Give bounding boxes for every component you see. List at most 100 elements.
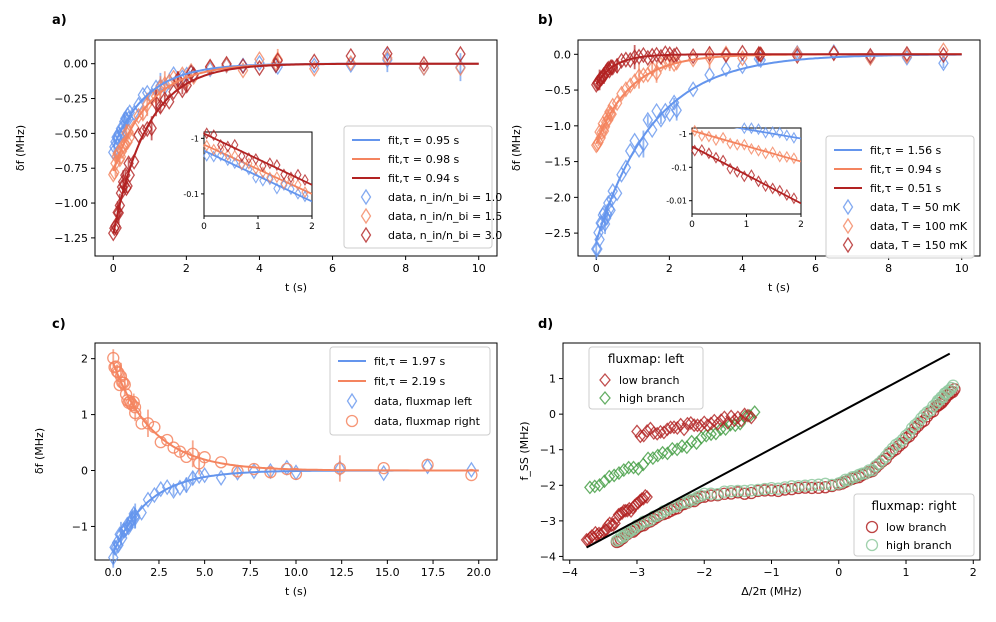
panel-d-high-right-marker [893,436,906,450]
panel-b-inset-data-marker [776,150,784,163]
panel-a-ylabel: δf (MHz) [14,125,27,171]
panel-b-inset-data-marker [769,146,777,159]
panel-d-high-left-marker [671,442,683,457]
panel-d-low-left-marker [635,492,648,507]
panel-d-high-left-marker [588,479,601,494]
panel-c-data-marker [422,458,433,475]
panel-d-high-left-marker [642,451,654,466]
panel-d-reference-line [586,352,951,549]
panel-a-data-marker [272,52,283,69]
panel-b-data-marker [606,105,617,123]
panel-b-xtick-label: 4 [739,262,746,275]
panel-c-data-marker [110,539,122,557]
panel-b-inset-xtick-label: 0 [689,220,695,230]
panel-b-inset-data-marker [783,188,791,202]
panel-d-low-right-marker [745,486,758,500]
panel-b-xtick-label: 0 [593,262,600,275]
panel-b-data-marker [620,51,632,68]
panel-d-legend-left-high-label: high branch [619,392,685,405]
panel-d-high-left-marker [680,440,693,455]
panel-d-high-left-marker [632,461,645,476]
panel-c-data-marker [161,433,174,447]
panel-d-high-right-marker [711,488,724,501]
panel-d-xtick-label: 2 [970,566,977,579]
panel-c-data-marker [149,486,160,504]
panel-a-inset-data-marker [301,173,309,186]
panel-c-data-marker [161,478,173,496]
panel-b-inset-data-marker [705,130,713,143]
panel-b-data-marker [938,55,949,72]
panel-b-inset-xtick-label: 2 [798,220,804,230]
panel-d-high-right-marker [876,453,889,467]
panel-a-data-marker [181,77,193,94]
panel-b-inset-data-marker [754,175,763,188]
panel-d-low-left-marker [745,410,758,425]
panel-label-d: d) [538,317,553,332]
panel-d-high-left-marker [690,436,703,451]
panel-c-data-marker [215,469,227,486]
panel-a-inset-data-marker [273,158,281,172]
panel-b-inset-data-marker [790,192,798,205]
panel-a-data-marker [141,120,153,138]
panel-d-low-left-marker [678,422,690,437]
panel-a-inset-data-marker [224,148,232,162]
panel-d-low-left-marker [639,488,652,503]
panel-b-ytick-label: −1.0 [544,120,571,133]
panel-a-data-marker [204,61,216,78]
panel-d-high-left-marker [651,448,664,463]
panel-b-data-marker [671,46,682,63]
panel-d-ytick-label: −4 [540,550,556,563]
panel-b-data-marker [720,45,732,62]
panel-d-xtick-label: −1 [763,566,779,579]
panel-d-low-left-marker [738,407,751,422]
panel-b-data-marker [704,45,715,63]
panel-c-xtick-label: 15.0 [375,566,400,579]
panel-d-ytick-label: 0 [549,408,556,421]
panel-a-legend-entry: fit,τ = 0.98 s [388,153,460,166]
panel-d-low-left-marker [721,415,734,430]
panel-c-data-marker [377,461,390,475]
panel-b-inset-data-marker [705,147,713,160]
panel-b-data-marker [646,60,658,77]
panel-d-legend-right-low-marker [865,520,879,534]
panel-d-high-right-marker [911,416,925,429]
panel-c-chart: 0.0 2.5 5.0 7.5 10.0 12.5 15.0 17.5 20.0 2 1 0 −1 t (… [33,342,498,598]
panel-b-inset-data-marker [747,142,756,156]
panel-label-b: b) [538,13,553,28]
panel-a-inset-data-marker [231,138,239,151]
panel-c-legend-entry: fit,τ = 2.19 s [374,375,446,388]
panel-b-data-marker [720,46,732,64]
panel-c-legend-entry: data, fluxmap right [374,415,481,428]
panel-a-legend-entry: data, n_in/n_bi = 1.5 [388,210,502,223]
panel-d-low-left-marker [580,532,593,547]
panel-d-xlabel: Δ/2π (MHz) [741,585,801,598]
panel-a-ytick-label: −0.75 [54,162,88,175]
panel-d-ytick-label: −2 [540,479,556,492]
panel-a-data-marker [128,153,140,170]
panel-b-data-marker [638,67,649,84]
panel-a-inset-data-marker [231,157,239,170]
panel-b-data-marker [671,102,682,119]
panel-c-legend-entry: fit,τ = 1.97 s [374,355,446,368]
panel-a-inset-data-marker [252,171,260,184]
panel-c-data-marker [466,461,477,479]
panel-a-ytick-label: 0.00 [64,58,89,71]
panel-d-high-right-marker [872,457,886,470]
panel-b-inset-xtick-label: 1 [744,220,750,230]
panel-d-high-left-marker [710,426,722,441]
panel-b-ytick-label: −2.5 [544,227,571,240]
panel-a-data-marker [146,89,157,107]
panel-b-inset-data-marker [776,126,784,139]
panel-a-data-marker [455,59,466,77]
panel-c-xtick-label: 17.5 [421,566,446,579]
panel-b-data-marker [755,46,766,63]
panel-c-xtick-label: 12.5 [329,566,354,579]
panel-b-xtick-label: 6 [812,262,819,275]
panel-d-low-left-marker [605,518,618,533]
panel-b-data-marker [828,45,840,62]
panel-b-ytick-label: −0.5 [544,84,571,97]
panel-d-xtick-label: 1 [903,566,910,579]
panel-a-inset-data-marker [280,177,288,190]
panel-a-data-marker [345,56,357,74]
panel-d-low-left-marker [684,415,697,430]
